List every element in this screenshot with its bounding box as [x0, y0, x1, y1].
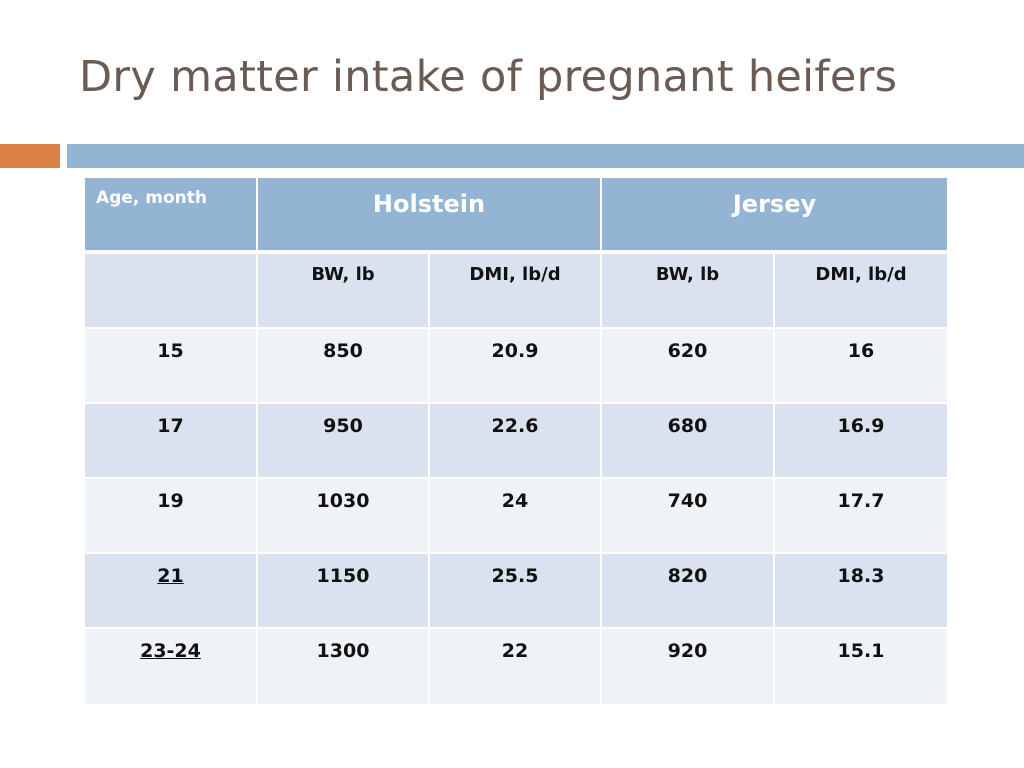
age-cell: 17 [85, 404, 258, 479]
jersey-bw-cell: 620 [602, 329, 775, 404]
age-cell: 19 [85, 479, 258, 554]
holstein-bw-cell-highlighted: 1150 [258, 554, 430, 629]
table-row: 19 1030 24 740 17.7 [85, 479, 947, 554]
empty-subheader-cell [85, 254, 258, 329]
age-cell-highlighted: 23-24 [85, 629, 258, 704]
age-column-header: Age, month [85, 178, 258, 254]
holstein-dmi-cell: 20.9 [430, 329, 602, 404]
holstein-group-header: Holstein [258, 178, 602, 254]
table-header-row: Age, month Holstein Jersey [85, 178, 947, 254]
table-row: 23-24 1300 22 920 15.1 [85, 629, 947, 704]
accent-bar-blue [67, 144, 1024, 168]
age-cell: 15 [85, 329, 258, 404]
jersey-bw-cell: 680 [602, 404, 775, 479]
table-row: 15 850 20.9 620 16 [85, 329, 947, 404]
jersey-dmi-cell: 16 [775, 329, 947, 404]
holstein-dmi-cell: 24 [430, 479, 602, 554]
table-row: 21 1150 25.5 820 18.3 [85, 554, 947, 629]
holstein-bw-cell: 1030 [258, 479, 430, 554]
jersey-dmi-cell: 18.3 [775, 554, 947, 629]
holstein-bw-header: BW, lb [258, 254, 430, 329]
jersey-bw-cell: 740 [602, 479, 775, 554]
holstein-dmi-header: DMI, lb/d [430, 254, 602, 329]
age-cell-highlighted: 21 [85, 554, 258, 629]
slide-title: Dry matter intake of pregnant heifers [79, 52, 898, 102]
dmi-table: Age, month Holstein Jersey BW, lb DMI, l… [85, 178, 947, 704]
holstein-dmi-cell: 22 [430, 629, 602, 704]
holstein-dmi-cell: 25.5 [430, 554, 602, 629]
holstein-bw-cell-highlighted: 1300 [258, 629, 430, 704]
jersey-dmi-cell: 15.1 [775, 629, 947, 704]
jersey-bw-cell-highlighted: 820 [602, 554, 775, 629]
jersey-bw-header: BW, lb [602, 254, 775, 329]
holstein-dmi-cell: 22.6 [430, 404, 602, 479]
jersey-dmi-cell: 17.7 [775, 479, 947, 554]
holstein-bw-cell: 950 [258, 404, 430, 479]
jersey-dmi-header: DMI, lb/d [775, 254, 947, 329]
accent-bar-orange [0, 144, 60, 168]
jersey-dmi-cell: 16.9 [775, 404, 947, 479]
jersey-bw-cell-highlighted: 920 [602, 629, 775, 704]
holstein-bw-cell: 850 [258, 329, 430, 404]
table-subheader-row: BW, lb DMI, lb/d BW, lb DMI, lb/d [85, 254, 947, 329]
jersey-group-header: Jersey [602, 178, 947, 254]
table-row: 17 950 22.6 680 16.9 [85, 404, 947, 479]
